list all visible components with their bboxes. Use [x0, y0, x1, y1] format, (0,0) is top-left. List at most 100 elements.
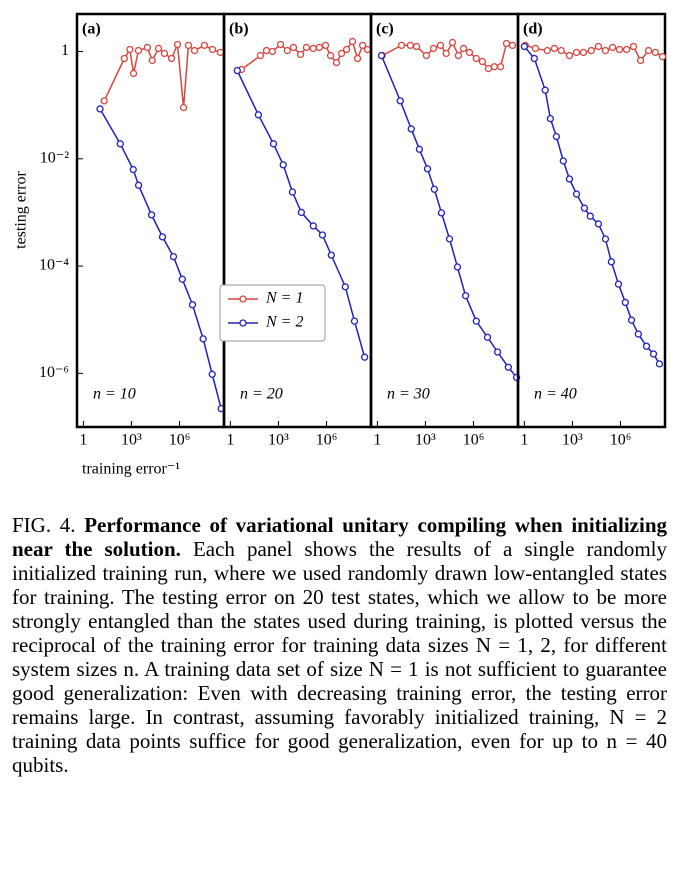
data-point [321, 41, 330, 50]
data-point [315, 43, 324, 52]
data-point [134, 46, 143, 55]
data-point [318, 231, 327, 239]
series-line [236, 70, 366, 358]
data-point [188, 301, 197, 309]
data-point [442, 49, 450, 58]
x-tick-label: 10³ [121, 432, 142, 449]
data-point [397, 41, 406, 50]
data-point [160, 49, 169, 58]
data-point [436, 41, 445, 50]
data-point [396, 97, 404, 105]
data-point [601, 235, 610, 243]
data-point [649, 350, 658, 358]
x-tick-label: 10⁶ [610, 432, 632, 449]
data-point [126, 45, 134, 54]
data-point [520, 42, 529, 51]
data-point [200, 41, 209, 50]
data-point [615, 45, 624, 54]
panel-label: (a) [82, 21, 101, 38]
panel-annotation: n = 20 [240, 386, 283, 403]
x-tick-label: 10³ [268, 432, 289, 449]
data-point [472, 317, 480, 325]
data-point [129, 69, 138, 78]
data-point [461, 292, 470, 300]
series-line [99, 108, 222, 409]
data-point [493, 348, 502, 356]
data-point [269, 140, 278, 148]
data-point [437, 209, 446, 217]
data-point [530, 54, 539, 63]
x-tick-label: 10⁶ [463, 432, 485, 449]
data-point [208, 370, 216, 378]
panel-frame [222, 12, 373, 429]
data-point [651, 48, 660, 57]
x-tick-label: 1 [373, 432, 381, 449]
data-point [601, 46, 610, 55]
data-point [341, 283, 349, 291]
data-point [454, 51, 463, 60]
data-point [502, 39, 511, 48]
data-point [199, 335, 207, 343]
data-point [178, 275, 186, 283]
data-point [453, 263, 462, 271]
data-point [572, 48, 581, 57]
data-point [283, 46, 291, 55]
data-point [622, 45, 631, 54]
data-point [129, 165, 137, 174]
caption: FIG. 4. Performance of variational unita… [12, 513, 667, 777]
data-point [531, 44, 540, 53]
data-point [655, 360, 664, 368]
panel-annotation: n = 10 [93, 386, 136, 403]
data-point [607, 258, 616, 266]
data-point [254, 111, 263, 119]
data-point [541, 86, 549, 94]
data-point [154, 44, 163, 53]
y-tick-label: 10⁻² [40, 149, 69, 166]
data-point [508, 41, 517, 50]
panel-frame [75, 12, 226, 429]
data-point [309, 44, 317, 53]
data-point [430, 185, 438, 193]
data-point [448, 38, 457, 47]
data-point [580, 204, 589, 212]
data-point [289, 43, 298, 52]
data-point [302, 43, 311, 52]
data-point [472, 54, 480, 63]
data-point [169, 252, 178, 261]
data-point [629, 42, 638, 51]
data-point [360, 353, 369, 361]
data-point [407, 125, 415, 133]
data-point [120, 54, 128, 63]
data-point [268, 47, 277, 56]
x-tick-label: 10⁶ [316, 432, 338, 449]
data-point [546, 114, 555, 123]
data-point [621, 298, 629, 307]
data-point [158, 233, 167, 241]
data-point [565, 175, 574, 183]
data-point [504, 363, 513, 371]
data-point [233, 66, 241, 75]
data-point [190, 46, 199, 55]
data-point [423, 165, 432, 173]
data-point [543, 46, 551, 55]
data-point [496, 63, 505, 71]
x-tick-label: 1 [226, 432, 234, 449]
data-point [377, 51, 386, 60]
data-point [559, 157, 567, 165]
data-point [550, 44, 559, 53]
data-point [594, 42, 603, 51]
data-point [296, 50, 305, 59]
data-point [332, 58, 341, 67]
legend-marker [239, 295, 247, 303]
data-point [412, 42, 421, 51]
data-point [627, 316, 636, 324]
data-point [552, 132, 561, 141]
data-point [167, 54, 176, 63]
data-point [445, 235, 454, 243]
data-point [594, 220, 603, 228]
figure: 1 10³ 10⁶ 10⁻⁶ 10⁻⁴ 10⁻² 1 (a) n = 10 testing err… [13, 12, 667, 478]
data-point [288, 188, 297, 196]
data-point [276, 40, 285, 49]
data-point [184, 41, 193, 50]
data-point [134, 181, 143, 189]
